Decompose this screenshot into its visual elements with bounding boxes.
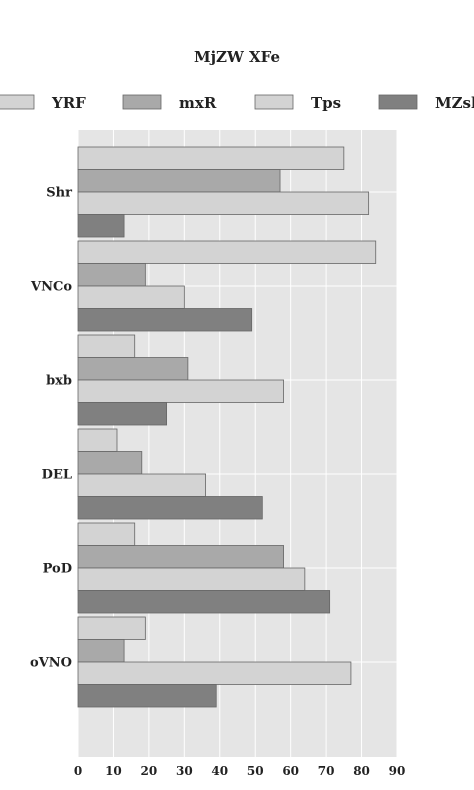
bar-mxR-oVNO	[77, 639, 125, 663]
legend-swatch	[254, 94, 294, 110]
bars	[77, 146, 377, 708]
x-tick-label: 70	[318, 764, 335, 778]
legend-label: mxR	[179, 94, 217, 112]
bar-mxR-bxb	[77, 357, 189, 381]
bar-YRF-oVNO	[77, 616, 146, 640]
legend-swatch	[378, 94, 418, 110]
bar-YRF-bxb	[77, 334, 136, 358]
bar-Tps-VNCo	[77, 285, 185, 309]
y-tick-label: bxb	[46, 374, 72, 389]
legend-item-mxR: mxR	[122, 94, 217, 112]
x-tick-label: 90	[389, 764, 406, 778]
x-tick-label: 30	[176, 764, 193, 778]
bar-MZsk-DEL	[77, 496, 263, 520]
legend-label: Tps	[311, 94, 341, 112]
plot-area	[78, 130, 397, 757]
bar-MZsk-oVNO	[77, 684, 217, 708]
x-tick-label: 40	[211, 764, 228, 778]
bar-YRF-DEL	[77, 428, 118, 452]
legend: YRF mxR Tps MZsk	[0, 94, 474, 112]
bar-YRF-Shr	[77, 146, 345, 170]
y-tick-label: DEL	[42, 468, 72, 483]
y-tick-label: Shr	[46, 186, 72, 201]
bar-Tps-DEL	[77, 473, 206, 497]
bar-Tps-bxb	[77, 379, 284, 403]
y-tick-label: PoD	[43, 562, 72, 577]
legend-item-MZsk: MZsk	[378, 94, 474, 112]
legend-swatch	[122, 94, 162, 110]
bar-MZsk-VNCo	[77, 308, 253, 332]
x-tick-label: 50	[247, 764, 264, 778]
bar-mxR-VNCo	[77, 263, 146, 287]
legend-item-Tps: Tps	[254, 94, 341, 112]
x-tick-label: 60	[282, 764, 299, 778]
x-tick-label: 10	[105, 764, 122, 778]
x-tick-labels: 0 10 20 30 40 50 60 70 80 90	[74, 764, 406, 778]
x-tick-label: 0	[74, 764, 82, 778]
bar-mxR-DEL	[77, 451, 143, 475]
bar-YRF-VNCo	[77, 240, 377, 264]
bar-Tps-PoD	[77, 567, 306, 591]
bar-mxR-Shr	[77, 169, 281, 193]
legend-label: MZsk	[435, 94, 474, 112]
y-tick-label: VNCo	[30, 280, 72, 295]
x-tick-label: 20	[141, 764, 158, 778]
chart-title: MjZW XFe	[194, 48, 280, 66]
bar-Tps-Shr	[77, 191, 370, 215]
x-tick-label: 80	[353, 764, 370, 778]
legend-swatch	[0, 94, 35, 110]
legend-item-YRF: YRF	[0, 94, 86, 112]
bar-MZsk-bxb	[77, 402, 168, 426]
bar-MZsk-Shr	[77, 214, 125, 238]
bar-Tps-oVNO	[77, 661, 352, 685]
y-tick-labels: Shr VNCo bxb DEL PoD oVNO	[30, 186, 72, 671]
bar-MZsk-PoD	[77, 590, 331, 614]
legend-label: YRF	[51, 94, 86, 112]
bar-YRF-PoD	[77, 522, 136, 546]
y-tick-label: oVNO	[30, 656, 72, 671]
bar-mxR-PoD	[77, 545, 284, 569]
